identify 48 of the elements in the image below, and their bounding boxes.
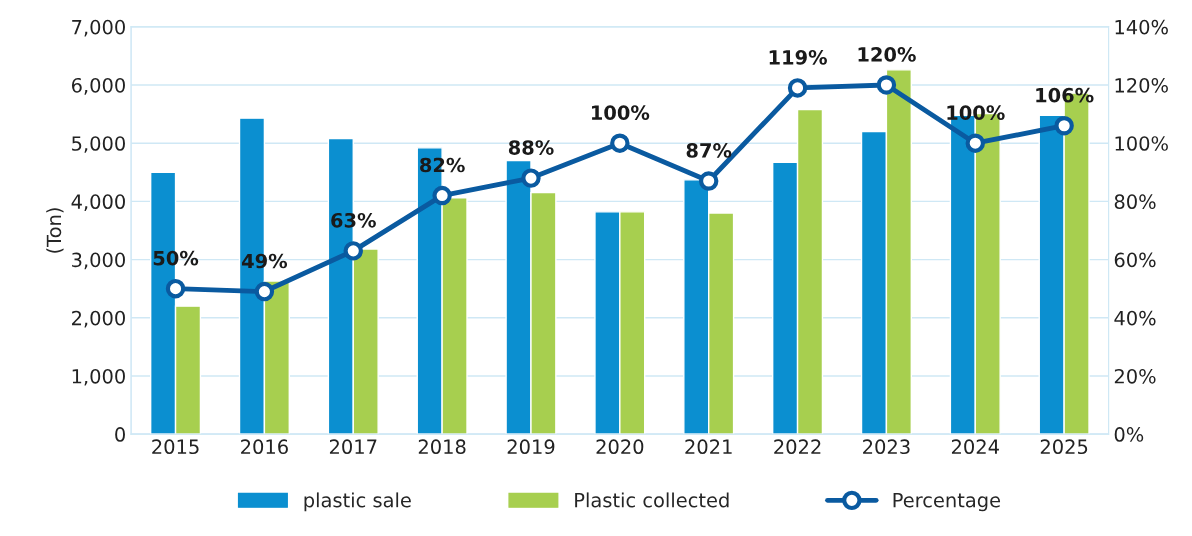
y2-tick-label: 140% xyxy=(1115,19,1168,35)
x-tick-label: 2016 xyxy=(241,439,288,455)
x-tick-label: 2024 xyxy=(951,439,999,455)
data-label: 119% xyxy=(769,49,827,65)
y2-tick-label: 60% xyxy=(1114,252,1156,268)
data-label: 87% xyxy=(686,143,732,158)
legend-label: Percentage xyxy=(893,492,1001,512)
point xyxy=(876,75,897,95)
y-tick-label: 0 xyxy=(115,427,125,442)
data-label: 100% xyxy=(592,105,650,120)
data-label: 106% xyxy=(1036,87,1094,103)
y-tick-label: 4,000 xyxy=(71,194,125,212)
x-tick-label: 2021 xyxy=(685,439,732,455)
x-tick-label: 2023 xyxy=(863,439,910,455)
point xyxy=(698,171,719,191)
y2-tick-label: 80% xyxy=(1114,194,1156,210)
legend-label: Plastic collected xyxy=(575,492,729,508)
x-tick-label: 2015 xyxy=(152,439,199,455)
y-tick-label: 7,000 xyxy=(72,19,125,37)
y-tick-label: 5,000 xyxy=(72,136,125,153)
y-tick-label: 2,000 xyxy=(72,310,125,328)
y2-tick-label: 20% xyxy=(1114,368,1156,384)
y-axis-title: (Ton) xyxy=(46,208,64,253)
point xyxy=(343,241,363,261)
x-tick-label: 2018 xyxy=(418,439,466,455)
x-tick-label: 2025 xyxy=(1040,439,1088,455)
data-label: 120% xyxy=(858,47,916,62)
point xyxy=(1054,116,1074,136)
point xyxy=(521,168,541,188)
y2-tick-label: 100% xyxy=(1115,136,1168,151)
x-tick-label: 2017 xyxy=(329,439,377,455)
point xyxy=(787,78,808,98)
data-label: 88% xyxy=(508,140,554,155)
x-tick-label: 2022 xyxy=(774,439,821,455)
point xyxy=(610,133,630,153)
y-tick-label: 3,000 xyxy=(72,252,125,270)
point xyxy=(432,185,452,206)
x-tick-label: 2019 xyxy=(507,439,555,455)
x-tick-label: 2020 xyxy=(596,439,644,455)
y2-tick-label: 0% xyxy=(1114,427,1144,442)
y-tick-label: 6,000 xyxy=(71,77,125,95)
y2-tick-label: 40% xyxy=(1114,310,1156,326)
legend-label: plastic sale xyxy=(304,492,411,512)
point xyxy=(965,133,985,153)
y2-tick-label: 120% xyxy=(1115,77,1168,93)
point xyxy=(165,278,186,299)
point xyxy=(254,281,275,302)
y-tick-label: 1,000 xyxy=(72,368,125,386)
